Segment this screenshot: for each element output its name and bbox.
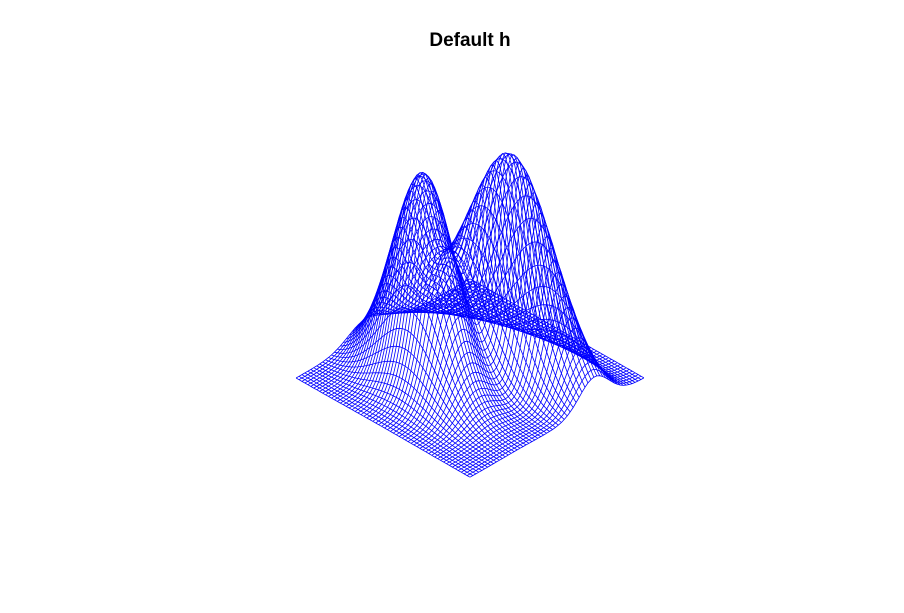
mesh-line-x — [407, 152, 583, 393]
mesh-line-y — [413, 183, 589, 446]
mesh-line-x — [319, 363, 494, 464]
mesh-line-y — [422, 212, 597, 451]
mesh-line-x — [399, 186, 574, 408]
mesh-line-y — [378, 170, 553, 426]
mesh-line-y — [307, 285, 482, 386]
mesh-line-y — [337, 216, 512, 402]
mesh-line-y — [431, 248, 606, 456]
mesh-line-x — [307, 370, 482, 471]
mesh-line-y — [434, 260, 609, 458]
mesh-line-y — [313, 288, 488, 389]
mesh-line-y — [357, 172, 533, 414]
mesh-line-y — [425, 223, 600, 453]
mesh-line-x — [316, 365, 491, 466]
mesh-line-y — [390, 153, 565, 432]
mesh-line-y — [440, 283, 615, 461]
mesh-line-y — [469, 375, 645, 478]
mesh-line-y — [319, 275, 494, 392]
mesh-line-x — [328, 345, 503, 459]
mesh-line-y — [404, 161, 580, 441]
mesh-line-y — [384, 159, 559, 429]
mesh-line-x — [381, 245, 556, 428]
mesh-line-x — [375, 228, 550, 432]
mesh-line-y — [351, 178, 527, 411]
mesh-line-y — [466, 368, 642, 476]
mesh-line-x — [387, 246, 562, 423]
mesh-line-y — [334, 226, 509, 401]
wireframe-mesh — [295, 152, 645, 478]
mesh-line-y — [316, 283, 491, 391]
chart-title: Default h — [429, 30, 511, 51]
mesh-line-y — [463, 361, 639, 475]
mesh-line-y — [416, 192, 592, 448]
mesh-line-x — [393, 223, 568, 417]
mesh-line-y — [295, 278, 471, 379]
mesh-line-x — [390, 237, 565, 420]
mesh-line-x — [416, 176, 592, 380]
mesh-line-x — [322, 361, 497, 463]
mesh-line-x — [384, 248, 559, 426]
mesh-line-x — [325, 359, 500, 461]
mesh-line-y — [328, 246, 503, 397]
mesh-line-x — [313, 367, 488, 468]
mesh-line-y — [310, 286, 485, 387]
mesh-line-x — [304, 372, 480, 473]
mesh-line-y — [345, 190, 521, 407]
mesh-line-y — [452, 327, 627, 468]
mesh-line-y — [410, 174, 586, 444]
mesh-line-y — [428, 235, 603, 454]
mesh-line-x — [396, 205, 571, 413]
mesh-line-y — [331, 236, 506, 399]
mesh-line-y — [322, 266, 497, 394]
mesh-line-y — [396, 153, 571, 436]
mesh-line-y — [372, 183, 547, 422]
mesh-line-x — [298, 375, 474, 476]
mesh-line-y — [446, 306, 621, 465]
mesh-line-y — [401, 157, 577, 439]
mesh-line-y — [325, 256, 500, 396]
mesh-line-y — [304, 283, 480, 384]
mesh-line-y — [348, 183, 524, 409]
mesh-line-y — [354, 174, 530, 412]
mesh-line-x — [301, 374, 477, 475]
mesh-line-y — [301, 281, 477, 382]
mesh-line-y — [298, 280, 474, 381]
mesh-line-y — [340, 206, 515, 404]
mesh-line-y — [419, 201, 594, 449]
mesh-line-x — [295, 377, 471, 478]
mesh-line-x — [310, 369, 485, 470]
mesh-line-y — [342, 197, 518, 406]
mesh-line-x — [378, 238, 553, 430]
